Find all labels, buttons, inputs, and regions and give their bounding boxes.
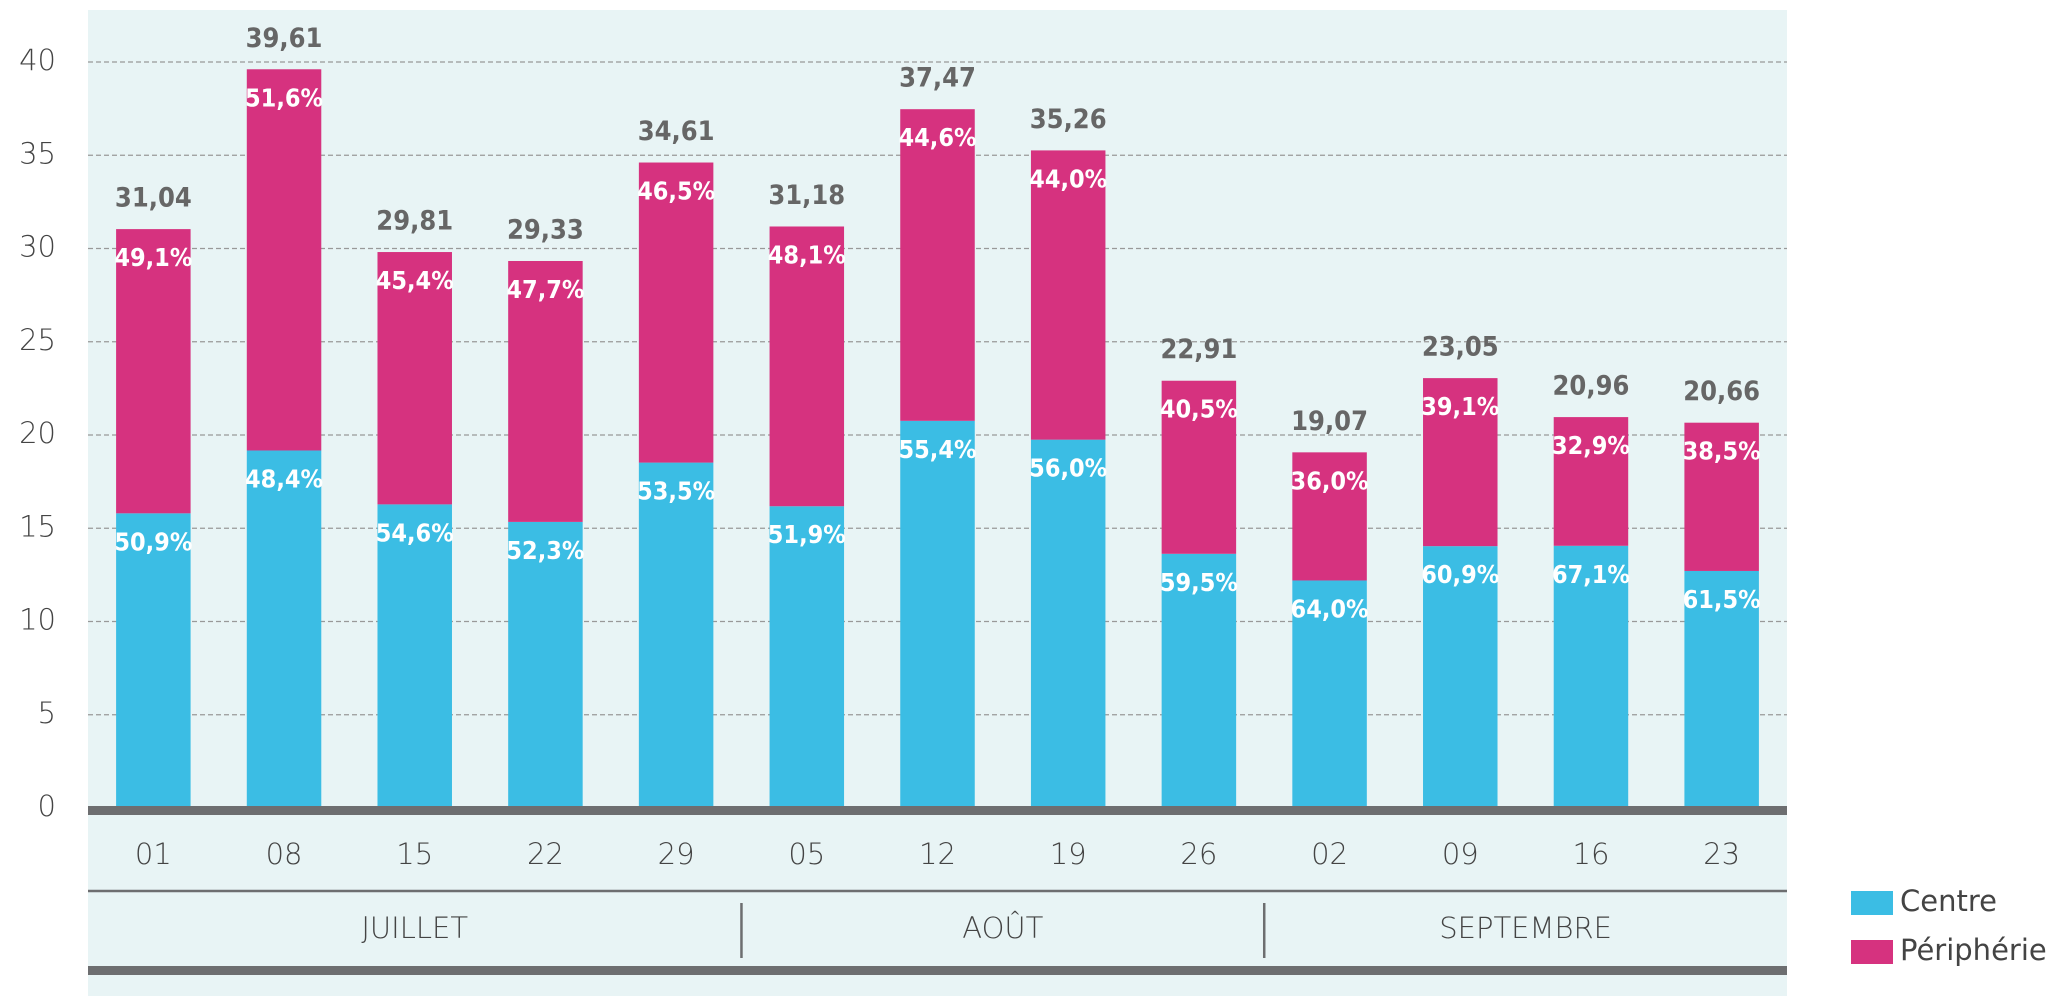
bar-segment [116,229,191,514]
bar-segment [377,252,452,505]
x-tick-label: 08 [266,837,303,871]
total-label: 19,07 [1291,406,1368,437]
total-label: 31,04 [115,183,192,214]
share-label: 64,0% [1291,594,1369,623]
bar-segment [377,504,452,808]
bar-segment [1684,570,1759,808]
x-tick-label: 15 [396,837,433,871]
y-tick-label: 10 [19,603,56,637]
bar-segment [1553,545,1629,808]
share-label: 45,4% [376,266,454,295]
x-axis [88,806,1787,815]
total-label: 20,66 [1683,376,1760,407]
bar-segment [1161,380,1237,554]
share-label: 44,0% [1029,164,1107,193]
share-label: 51,9% [768,520,846,549]
bar-segment [1292,452,1367,581]
total-label: 31,18 [768,180,845,211]
group-label: JUILLET [361,911,468,945]
x-tick-label: 09 [1442,837,1479,871]
bar-segment [116,513,191,808]
total-label: 39,61 [246,23,323,54]
share-label: 40,5% [1160,395,1238,424]
share-label: 48,1% [768,240,846,269]
bar-segment [1684,422,1759,571]
share-label: 36,0% [1291,466,1369,495]
share-label: 32,9% [1552,431,1630,460]
bottom-rule [88,966,1787,975]
share-label: 61,5% [1683,585,1761,614]
share-label: 47,7% [506,275,584,304]
y-tick-label: 20 [19,416,56,450]
y-tick-label: 40 [19,43,56,77]
total-label: 29,81 [376,206,453,237]
bar-segment [1030,150,1106,440]
bar-segment [1423,378,1498,547]
bar-segment [1423,546,1498,808]
share-label: 46,5% [637,177,715,206]
share-label: 38,5% [1683,437,1761,466]
group-label: AOÛT [962,911,1043,945]
share-label: 60,9% [1421,560,1499,589]
x-tick-label: 02 [1311,837,1348,871]
total-label: 20,96 [1553,371,1630,402]
x-tick-label: 26 [1180,837,1217,871]
total-label: 29,33 [507,214,584,245]
share-label: 51,6% [245,83,323,112]
share-label: 67,1% [1552,560,1630,589]
bar-segment [1553,417,1629,546]
x-tick-label: 01 [135,837,172,871]
y-tick-label: 5 [38,696,56,730]
bar-segment [508,521,583,808]
legend-label: Périphérie [1900,933,2047,967]
x-tick-label: 16 [1573,837,1610,871]
x-tick-label: 22 [527,837,564,871]
share-label: 39,1% [1421,392,1499,421]
total-label: 37,47 [899,63,976,94]
share-label: 59,5% [1160,568,1238,597]
share-label: 49,1% [114,243,192,272]
x-tick-label: 12 [919,837,956,871]
share-label: 52,3% [506,536,584,565]
y-tick-label: 30 [19,230,56,264]
y-tick-label: 25 [19,323,56,357]
bar-segment [769,226,845,507]
bar-segment [900,109,975,421]
share-label: 56,0% [1029,454,1107,483]
share-label: 55,4% [898,435,976,464]
total-label: 23,05 [1422,332,1499,363]
total-label: 34,61 [638,116,715,147]
bar-segment [1292,580,1367,808]
x-tick-label: 19 [1050,837,1087,871]
share-label: 54,6% [376,518,454,547]
share-label: 50,9% [114,527,192,556]
y-tick-label: 15 [19,509,56,543]
bar-segment [246,69,322,451]
legend-swatch [1851,891,1893,915]
bar-segment [1161,553,1237,808]
y-tick-label: 35 [19,136,56,170]
bar-segment [638,162,714,463]
legend-swatch [1851,940,1893,964]
bar-segment [508,260,583,522]
legend-label: Centre [1900,884,1997,918]
y-tick-label: 0 [38,789,56,823]
x-tick-label: 29 [658,837,695,871]
share-label: 53,5% [637,477,715,506]
bar-segment [1030,439,1106,808]
share-label: 48,4% [245,464,323,493]
share-label: 44,6% [898,123,976,152]
group-label: SEPTEMBRE [1439,911,1612,945]
bar-segment [246,450,322,808]
x-tick-label: 23 [1703,837,1740,871]
total-label: 35,26 [1030,104,1107,135]
total-label: 22,91 [1160,334,1237,365]
bar-segment [638,462,714,808]
bar-segment [900,420,975,808]
bar-segment [769,506,845,808]
x-tick-label: 05 [788,837,825,871]
